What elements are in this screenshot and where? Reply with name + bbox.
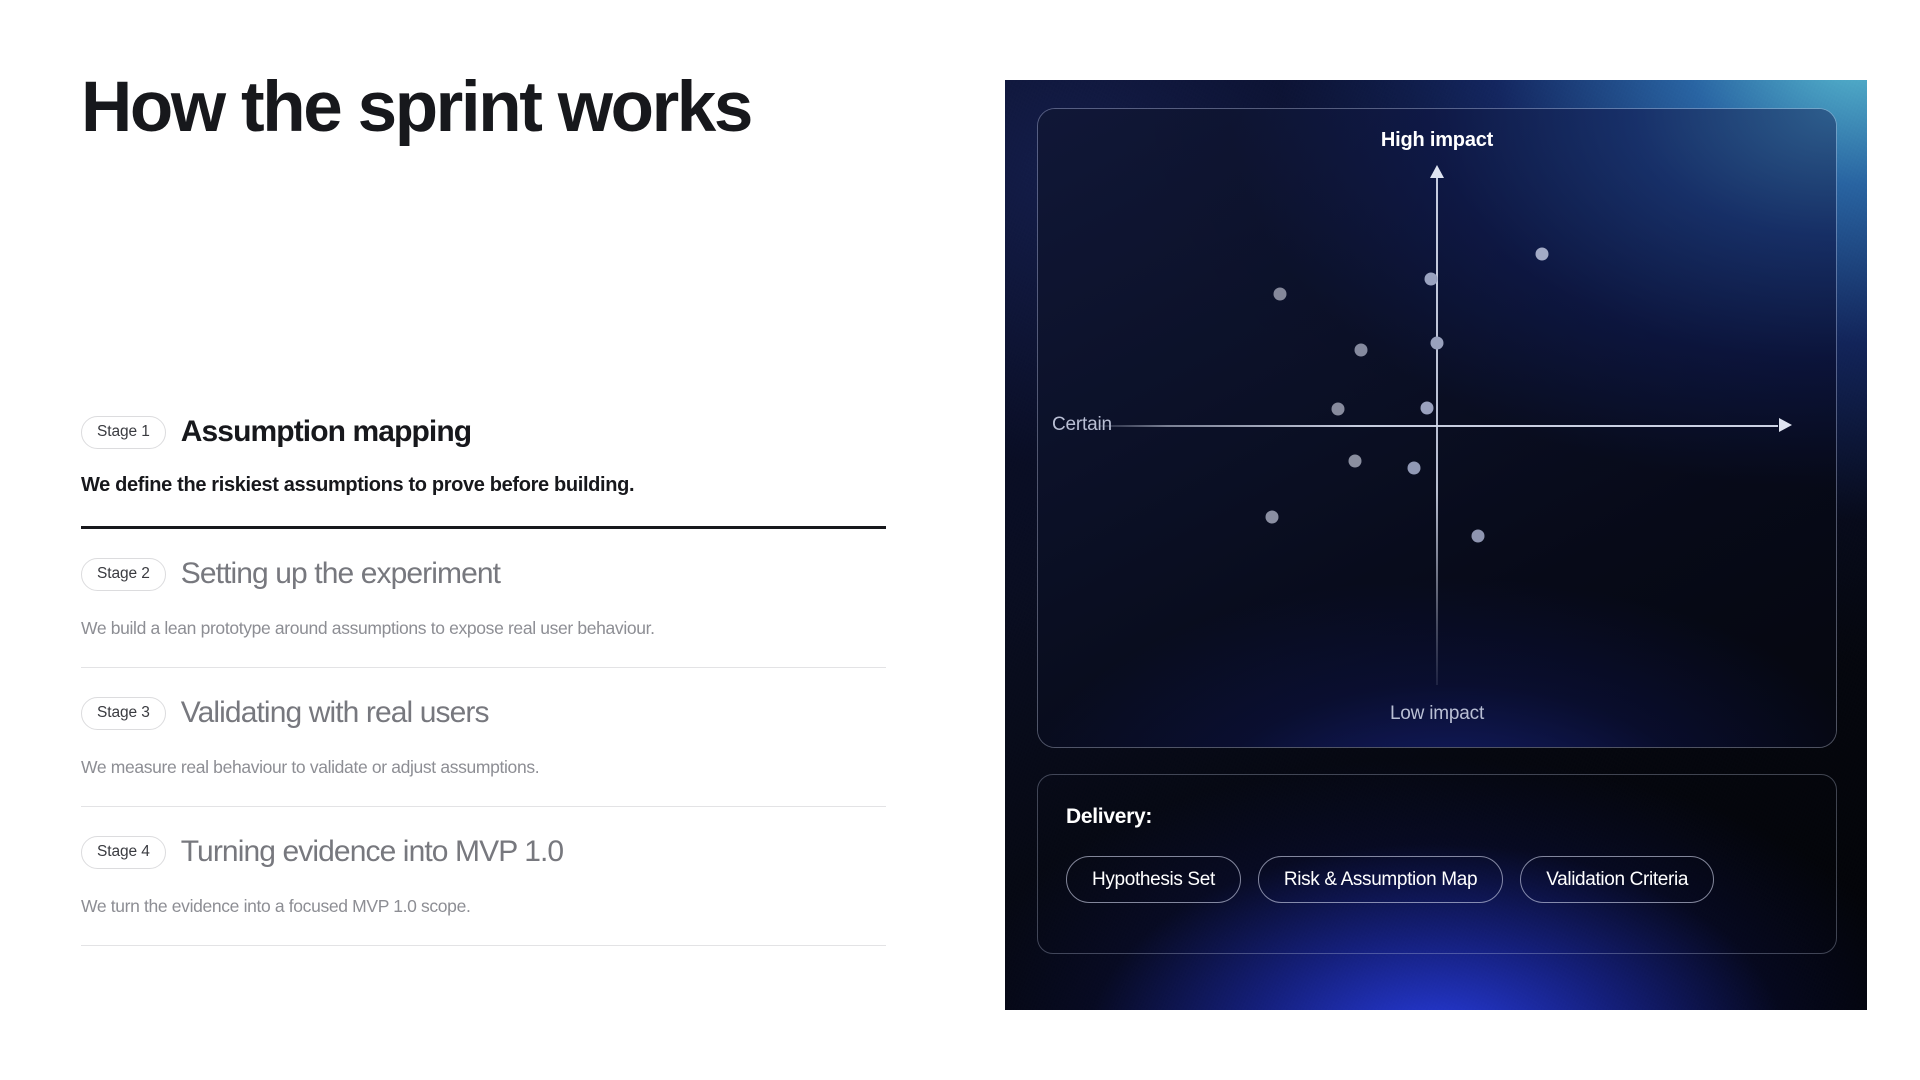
left-column: How the sprint works Stage 1 Assumption m… [81, 0, 886, 1080]
stage-list: Stage 1 Assumption mapping We define the r… [81, 410, 886, 946]
scatter-dot [1265, 510, 1279, 524]
arrow-up-icon [1430, 165, 1444, 178]
stage-item[interactable]: Stage 1 Assumption mapping We define the r… [81, 410, 886, 529]
horizontal-axis-line [1100, 425, 1778, 428]
visual-panel: High impact Low impact Certain Uncertain… [1005, 80, 1867, 1010]
vertical-axis-line [1436, 177, 1438, 685]
scatter-dot [1535, 247, 1549, 261]
delivery-chip[interactable]: Hypothesis Set [1066, 856, 1241, 903]
stage-title: Validating with real users [180, 696, 490, 729]
scatter-dot [1273, 287, 1287, 301]
stage-divider [81, 945, 886, 946]
stage-title: Setting up the experiment [180, 557, 501, 590]
delivery-chip[interactable]: Risk & Assumption Map [1257, 856, 1504, 903]
stage-badge: Stage 2 [81, 557, 166, 591]
stage-title: Turning evidence into MVP 1.0 [180, 835, 564, 868]
stage-badge: Stage 4 [81, 835, 166, 869]
scatter-dot [1354, 343, 1368, 357]
delivery-label: Delivery: [1066, 805, 1153, 828]
stage-item[interactable]: Stage 3 Validating with real users We meas… [81, 668, 886, 807]
stage-title: Assumption mapping [180, 415, 472, 448]
scatter-dot [1407, 461, 1421, 475]
axis-label-certain: Certain [1052, 414, 1112, 436]
page-title: How the sprint works [81, 68, 753, 147]
scatter-dot [1430, 336, 1444, 349]
stage-header[interactable]: Stage 3 Validating with real users [81, 691, 886, 735]
scatter-dot [1424, 272, 1438, 286]
stage-item[interactable]: Stage 4 Turning evidence into MVP 1.0 We t… [81, 807, 886, 946]
scatter-dot [1471, 529, 1485, 543]
stage-description: We define the riskiest assumptions to pr… [81, 474, 635, 496]
delivery-chip[interactable]: Validation Criteria [1520, 856, 1715, 903]
scatter-dot [1348, 454, 1362, 468]
stage-description: We turn the evidence into a focused MVP … [81, 896, 471, 916]
scatter-dot [1331, 402, 1345, 416]
stage-description: We measure real behaviour to validate or… [81, 757, 540, 777]
delivery-card: Delivery: Hypothesis Set Risk & Assumptio… [1037, 774, 1837, 954]
stage-divider [81, 526, 886, 529]
arrow-right-icon [1779, 418, 1792, 433]
axis-label-low-impact: Low impact [1389, 703, 1485, 724]
stage-description: We build a lean prototype around assumpt… [81, 618, 655, 638]
stage-item[interactable]: Stage 2 Setting up the experiment We build… [81, 529, 886, 668]
axis-label-high-impact: High impact [1380, 129, 1494, 151]
impact-certainty-matrix-card: High impact Low impact Certain Uncertain [1037, 108, 1837, 748]
stage-header[interactable]: Stage 1 Assumption mapping [81, 410, 886, 454]
stage-divider [81, 667, 886, 668]
stage-header[interactable]: Stage 2 Setting up the experiment [81, 552, 886, 596]
stage-badge: Stage 1 [81, 415, 166, 449]
delivery-chip-row: Hypothesis Set Risk & Assumption Map Valid… [1066, 856, 1808, 903]
stage-badge: Stage 3 [81, 696, 166, 730]
scatter-dot [1420, 401, 1434, 415]
stage-divider [81, 806, 886, 807]
stage-header[interactable]: Stage 4 Turning evidence into MVP 1.0 [81, 830, 886, 874]
